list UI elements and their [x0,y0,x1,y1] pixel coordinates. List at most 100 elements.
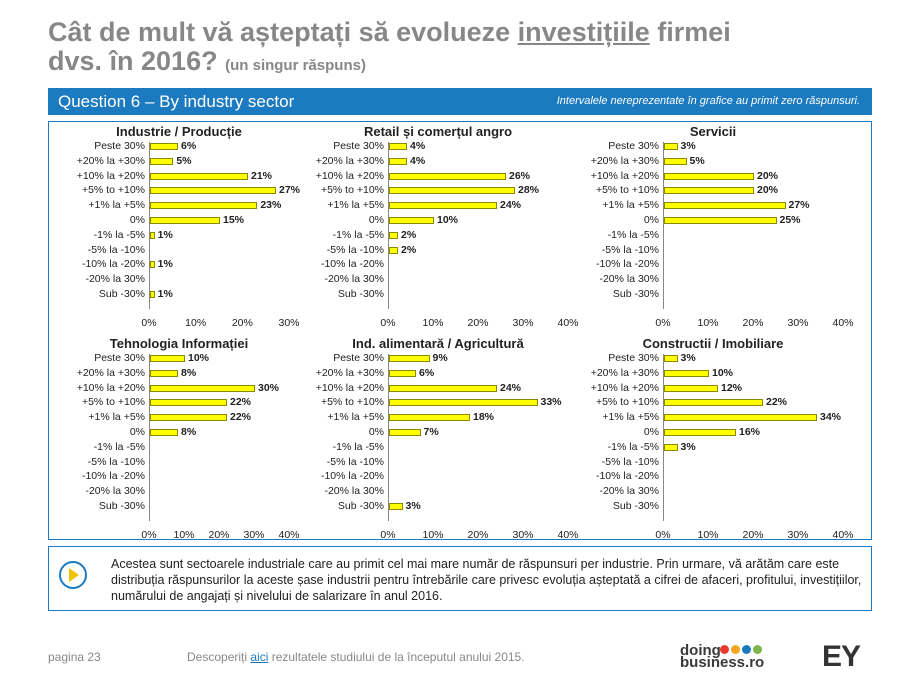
category-label: -5% la -10% [601,243,659,256]
category-label: +5% to +10% [595,396,659,409]
category-label: 0% [129,426,145,438]
category-label: -5% la -10% [87,455,145,468]
footer-text-before: Descoperiți [187,650,251,664]
footer-link[interactable]: aici [250,650,269,664]
category-label: -1% la -5% [332,440,384,453]
bar [150,291,155,298]
bar [150,384,255,392]
bar [389,399,538,407]
data-label: 24% [500,381,522,394]
play-arrow-icon [59,561,87,589]
bar [664,399,763,407]
x-tick-label: 20% [467,316,489,329]
bar [664,414,817,422]
category-label: -1% la -5% [607,440,659,453]
category-label: Peste 30% [94,140,145,152]
x-tick-label: 40% [278,528,300,541]
data-label: 23% [260,199,282,212]
data-label: 34% [820,411,842,424]
data-label: 15% [223,214,245,226]
bar [389,231,398,239]
page-title: Cât de mult vă așteptați să evolueze inv… [48,18,848,80]
x-tick-label: 30% [512,316,534,329]
y-axis-line [149,142,150,309]
data-label: 1% [157,258,173,271]
logo-dot [753,645,762,654]
category-label: Peste 30% [333,140,384,152]
category-label: -20% la 30% [599,273,659,286]
category-label: -5% la -10% [601,455,659,468]
x-tick-label: 10% [185,316,207,329]
category-label: +10% la +20% [76,169,145,182]
y-axis-line [388,354,389,521]
data-label: 5% [176,154,192,167]
category-label: +20% la +30% [76,366,145,379]
category-label: -10% la -20% [81,258,145,271]
category-label: +20% la +30% [315,154,384,167]
category-label: Sub -30% [612,500,659,512]
category-label: -1% la -5% [93,440,145,453]
category-label: Sub -30% [98,288,145,300]
bar [150,414,227,422]
category-label: Peste 30% [94,352,145,364]
data-label: 9% [432,352,448,364]
data-label: 28% [518,184,540,197]
x-tick-label: 10% [422,316,444,329]
category-label: -20% la 30% [85,273,145,286]
x-tick-label: 40% [557,316,579,329]
ey-logo: EY [822,640,861,673]
x-tick-label: 0% [655,316,671,329]
category-label: +20% la +30% [590,154,659,167]
category-label: -5% la -10% [326,243,384,256]
footer-text: Descoperiți aici rezultatele studiului d… [187,650,525,664]
bar [389,217,434,224]
x-tick-label: 30% [787,528,809,541]
data-label: 27% [788,199,810,212]
category-label: +1% la +5% [327,411,384,424]
category-label: +5% to +10% [595,184,659,197]
category-label: +5% to +10% [320,396,384,409]
category-label: Sub -30% [612,288,659,300]
data-label: 22% [766,396,788,409]
data-label: 8% [181,366,197,379]
data-label: 3% [680,140,696,152]
x-tick-label: 10% [422,528,444,541]
category-label: Peste 30% [608,352,659,364]
question-banner: Question 6 – By industry sector Interval… [48,88,872,115]
category-label: -20% la 30% [324,273,384,286]
chart-title: Tehnologia Informației [109,336,249,351]
industry-chart: Tehnologia Informației Peste 30% 10% +20% l… [49,336,329,546]
bar [389,172,506,180]
bar [389,355,430,362]
title-text: Cât de mult vă așteptați să evolueze [48,17,518,47]
data-label: 1% [157,288,173,300]
footer-text-after: rezultatele studiului de la începutul an… [268,650,525,664]
question-label: Question 6 – By industry sector [58,92,295,111]
category-label: +20% la +30% [590,366,659,379]
chart-title: Retail și comerțul angro [363,124,513,139]
bar [664,202,786,210]
category-label: -10% la -20% [320,258,384,271]
category-label: +20% la +30% [315,366,384,379]
banner-note: Intervalele nereprezentate în grafice au… [556,95,860,107]
chart-title: Ind. alimentară / Agricultură [352,336,524,351]
chart-title: Servicii [689,124,737,139]
data-label: 22% [230,411,252,424]
data-label: 3% [405,500,421,512]
logo-dot [731,645,740,654]
bar [150,157,174,165]
data-label: 2% [401,243,417,256]
x-tick-label: 20% [742,316,764,329]
x-tick-label: 0% [380,528,396,541]
bar [389,143,407,150]
category-label: +10% la +20% [315,169,384,182]
chart-title: Constructii / Imobiliare [642,336,784,351]
bar [664,429,736,436]
title-note: (un singur răspuns) [225,57,366,74]
charts-panel: Industrie / Producție Peste 30% 6% +20% la … [48,121,872,541]
data-label: 6% [181,140,197,152]
industry-chart: Servicii Peste 30% 3% +20% la +30% 5% +10% la… [563,124,883,334]
doingbusiness-logo: doing business.ro [680,643,765,671]
category-label: -20% la 30% [324,485,384,498]
logo-business-text: business.ro [680,654,765,671]
